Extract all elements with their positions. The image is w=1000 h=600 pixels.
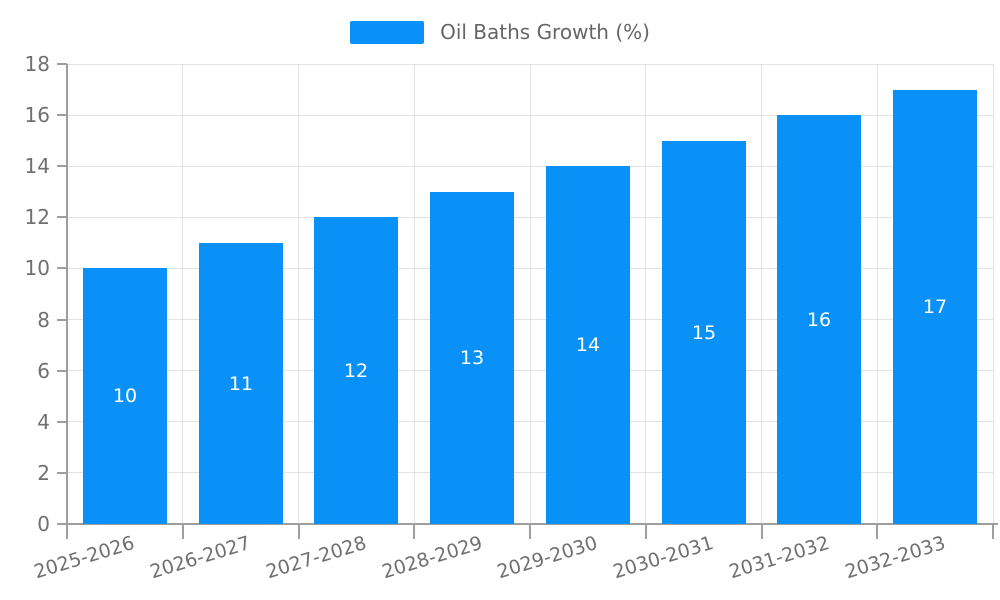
y-tick-label: 8 [37,307,50,332]
y-tick [57,420,67,423]
v-gridline [992,64,994,524]
x-tick-label: 2029-2030 [494,532,601,584]
x-tick-label: 2031-2032 [726,532,832,584]
y-tick [57,267,67,270]
x-tick-label: 2032-2033 [842,532,948,584]
y-tick-label: 10 [24,256,50,281]
x-tick [992,525,994,539]
y-tick [57,369,67,372]
bar-value-label: 13 [459,347,485,369]
x-tick [413,525,416,539]
v-gridline [413,64,415,524]
bar-value-label: 17 [922,296,948,318]
bar-value-label: 16 [806,309,832,331]
y-tick [57,216,67,219]
bar [314,217,398,524]
y-tick-label: 14 [24,154,50,179]
x-axis-line [66,523,998,525]
bar-value-label: 14 [575,334,601,356]
bar [662,141,746,524]
x-tick-label: 2030-2031 [610,532,717,584]
legend-swatch [350,20,425,44]
x-tick [297,525,300,539]
y-tick-label: 4 [37,409,50,434]
y-tick [57,165,67,168]
y-tick [57,114,67,117]
x-tick-label: 2026-2027 [147,532,254,584]
bar-value-label: 10 [112,385,138,407]
bar [430,192,514,524]
y-tick [57,63,67,65]
v-gridline [182,64,184,524]
bar [546,166,630,524]
y-axis-line [66,64,68,526]
bar [83,268,167,524]
v-gridline [645,64,647,524]
y-tick-label: 12 [24,205,50,230]
bar [199,243,283,524]
x-tick [876,525,879,539]
v-gridline [298,64,299,524]
bar-value-label: 11 [228,373,254,395]
bar-value-label: 12 [343,360,369,382]
v-gridline [876,64,878,524]
x-tick [66,525,68,539]
y-tick [57,523,67,525]
x-tick [529,525,531,539]
bar [777,115,861,524]
y-tick-label: 6 [37,358,50,383]
y-tick [57,471,67,474]
x-tick-label: 2025-2026 [31,532,138,584]
v-gridline [529,64,531,524]
x-tick [644,525,647,539]
bar-value-label: 15 [691,322,717,344]
y-tick [57,318,67,321]
y-tick-label: 18 [24,52,50,76]
x-tick-label: 2027-2028 [263,532,369,584]
y-tick-label: 16 [24,103,50,128]
legend[interactable]: Oil Baths Growth (%) [0,20,1000,44]
legend-label: Oil Baths Growth (%) [440,20,650,44]
v-gridline [761,64,762,524]
x-tick-label: 2028-2029 [379,532,485,584]
y-tick-label: 2 [37,460,50,485]
bar [893,90,977,524]
x-tick [760,525,763,539]
x-tick [181,525,184,539]
y-tick-label: 0 [37,512,50,536]
